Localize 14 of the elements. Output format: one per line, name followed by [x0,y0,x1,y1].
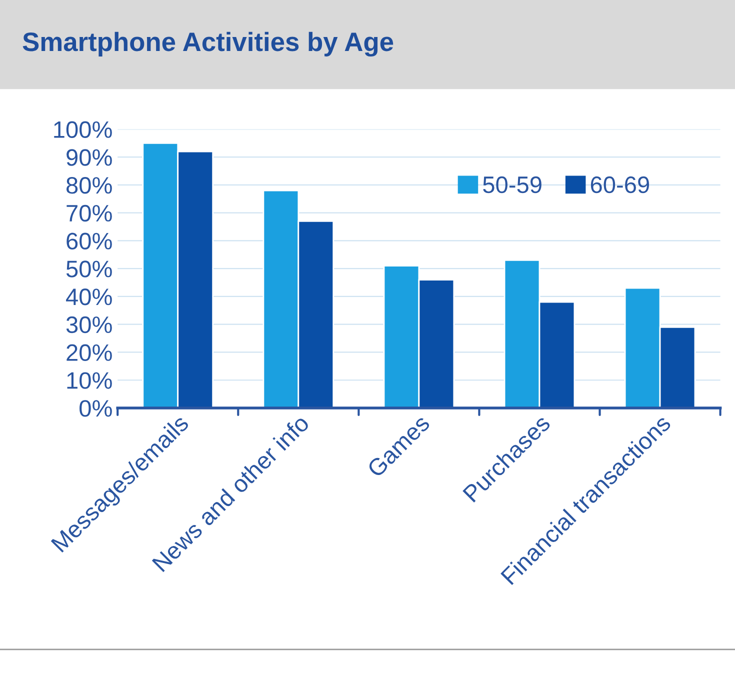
y-tick-label: 80% [66,177,112,194]
y-tick-label: 40% [66,288,112,306]
chart-title: Smartphone Activities by Age [22,32,394,57]
y-tick-label: 90% [66,149,112,166]
y-tick-label: 10% [67,372,112,389]
y-tick-label: 100% [54,121,112,138]
y-tick-label: 30% [66,316,112,334]
y-tick-label: 50% [66,260,112,278]
y-tick-label: 60% [66,232,112,250]
legend-label: 50-59 [483,176,542,194]
y-tick-label: 0% [80,400,112,417]
y-tick-label: 70% [66,204,112,222]
legend-label: 60-69 [590,176,650,194]
y-tick-label: 20% [66,344,112,362]
